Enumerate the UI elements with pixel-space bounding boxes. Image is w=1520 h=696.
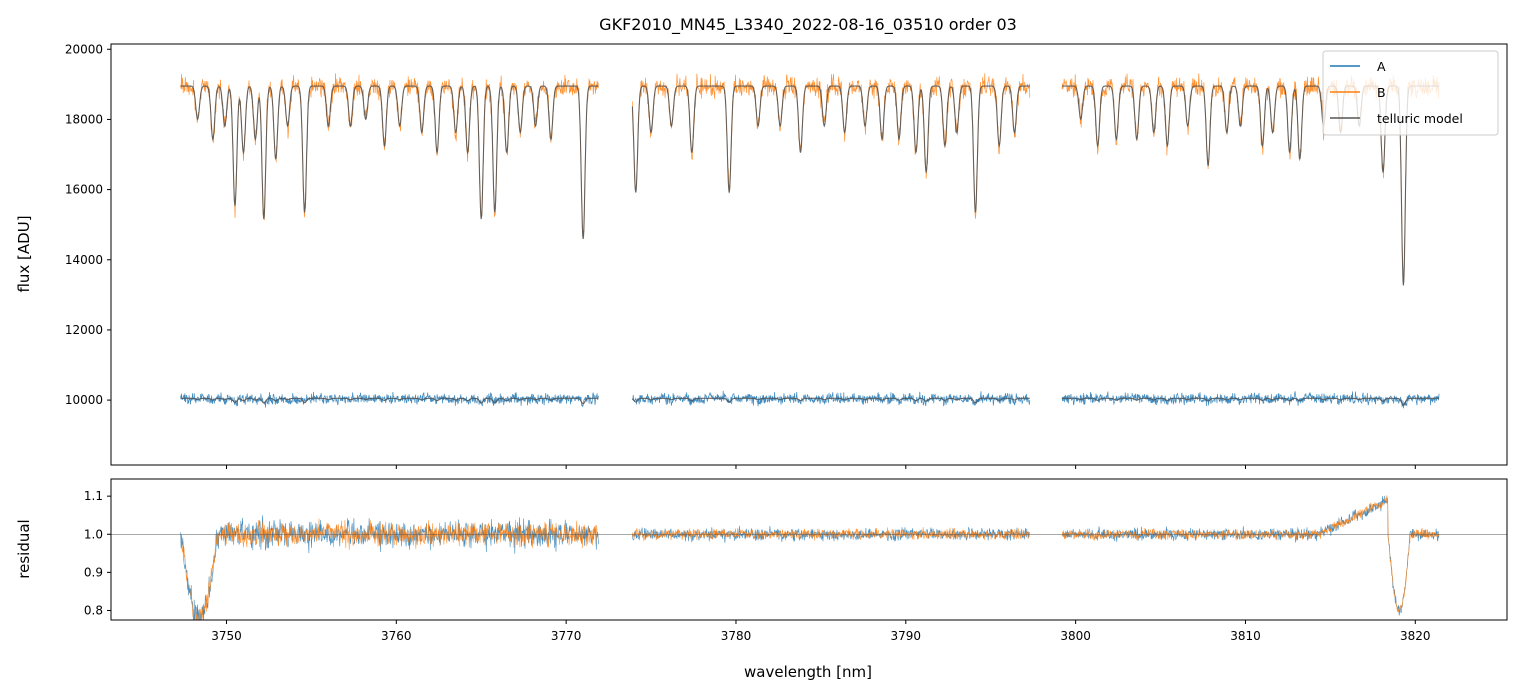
flux-ytick-label: 12000 [65,323,103,337]
telluric-model-a-segment-3 [1062,397,1440,406]
flux-ylabel: flux [ADU] [15,215,33,292]
residual-series [111,495,1507,620]
xtick-label: 3780 [721,629,752,643]
residual-axes-frame [110,478,1508,621]
xtick-label: 3820 [1400,629,1431,643]
legend-box [1322,50,1499,136]
xtick-label: 3760 [381,629,412,643]
series-b-flux-segment-2 [632,73,1031,219]
legend-label-telluric-model: telluric model [1377,111,1463,126]
flux-panel: 10000 12000 14000 16000 18000 20000 flux [ADU… [15,42,1508,469]
xtick-label: 3750 [211,629,242,643]
series-a-flux-segment-3 [1061,391,1440,409]
chart-title: GKF2010_MN45_L3340_2022-08-16_03510 orde… [599,15,1017,35]
residual-ylabel: residual [15,519,33,578]
flux-ytick-label: 18000 [65,112,103,126]
flux-ytick-label: 14000 [65,253,103,267]
series-a-flux-segment-1 [180,391,599,408]
flux-series [180,73,1440,409]
flux-ytick-label: 16000 [65,183,103,197]
legend-label-a: A [1377,59,1386,74]
residual-panel: 3750 3760 3770 3780 3790 3800 3810 3820 0.8 0.9 1.… [15,478,1508,681]
telluric-model-b-segment-1 [180,85,599,240]
series-a-residual-segment-3 [1061,495,1440,616]
xtick-label: 3790 [891,629,922,643]
telluric-model-a-segment-2 [632,397,1030,404]
series-b-residual-segment-3 [1061,495,1440,613]
telluric-model-a-segment-1 [180,397,599,405]
xlabel: wavelength [nm] [744,663,872,681]
residual-ytick-label: 0.8 [84,603,103,617]
legend: A B telluric model [1322,50,1499,136]
residual-ytick-label: 1.0 [84,527,103,541]
xtick-label: 3770 [551,629,582,643]
xtick-label: 3810 [1230,629,1261,643]
series-b-residual-segment-1 [180,518,599,620]
residual-ytick-label: 1.1 [84,489,103,503]
legend-label-b: B [1377,85,1386,100]
xtick-label: 3800 [1060,629,1091,643]
flux-ytick-label: 20000 [65,42,103,56]
telluric-model-b-segment-2 [631,85,1030,213]
flux-ytick-label: 10000 [65,393,103,407]
residual-ticks: 3750 3760 3770 3780 3790 3800 3810 3820 0.8 0.9 1.… [84,489,1431,643]
residual-ytick-label: 0.9 [84,565,103,579]
flux-axes-frame [110,43,1508,466]
flux-ticks: 10000 12000 14000 16000 18000 20000 [65,42,1416,469]
series-b-flux-segment-1 [180,73,599,239]
